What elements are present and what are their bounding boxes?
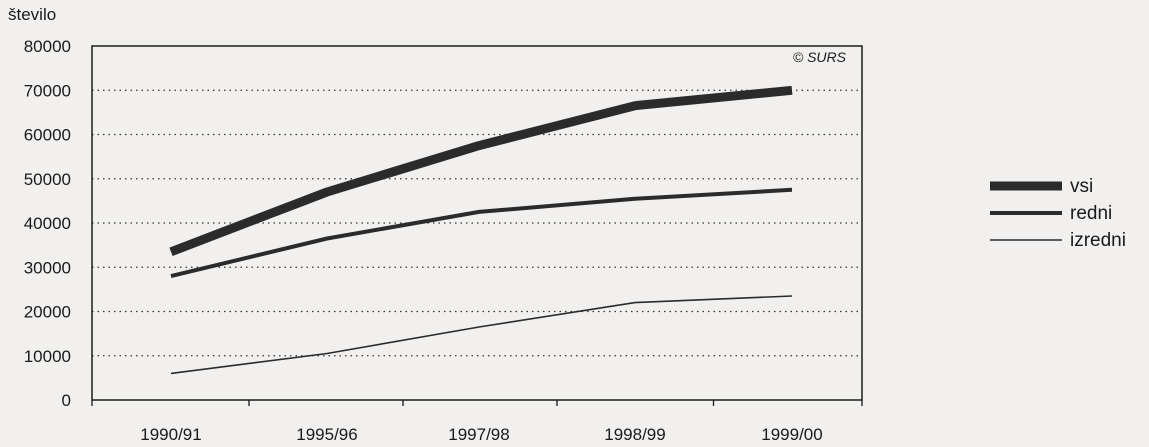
y-tick-label: 20000 — [24, 303, 71, 322]
x-tick-label: 1998/99 — [604, 425, 665, 444]
x-tick-label: 1990/91 — [140, 425, 201, 444]
series-line-izredni — [170, 295, 793, 375]
y-tick-label: 40000 — [24, 214, 71, 233]
y-tick-label: 60000 — [24, 126, 71, 145]
gridlines — [92, 89, 862, 357]
y-tick-label: 10000 — [24, 347, 71, 366]
y-axis: 0 10000 20000 30000 40000 50000 60000 70000 8000… — [24, 37, 71, 410]
x-tick-label: 1999/00 — [761, 425, 822, 444]
y-tick-label: 30000 — [24, 258, 71, 277]
y-tick-label: 0 — [62, 391, 71, 410]
y-tick-label: 50000 — [24, 170, 71, 189]
legend: vsi redni izredni — [990, 176, 1126, 251]
legend-label-vsi: vsi — [1070, 176, 1093, 197]
x-axis: 1990/91 1995/96 1997/98 1998/99 1999/00 — [91, 400, 863, 444]
y-tick-label: 80000 — [24, 37, 71, 56]
series-lines — [169, 85, 793, 375]
y-axis-title: število — [8, 5, 56, 24]
legend-label-redni: redni — [1070, 203, 1112, 224]
series-line-redni — [170, 187, 793, 279]
x-tick-label: 1997/98 — [448, 425, 509, 444]
series-line-vsi — [169, 85, 793, 257]
x-tick-label: 1995/96 — [296, 425, 357, 444]
plot-area-frame — [91, 45, 863, 401]
y-tick-label: 70000 — [24, 81, 71, 100]
copyright-credit: © SURS — [793, 49, 847, 65]
legend-label-izredni: izredni — [1070, 230, 1126, 251]
